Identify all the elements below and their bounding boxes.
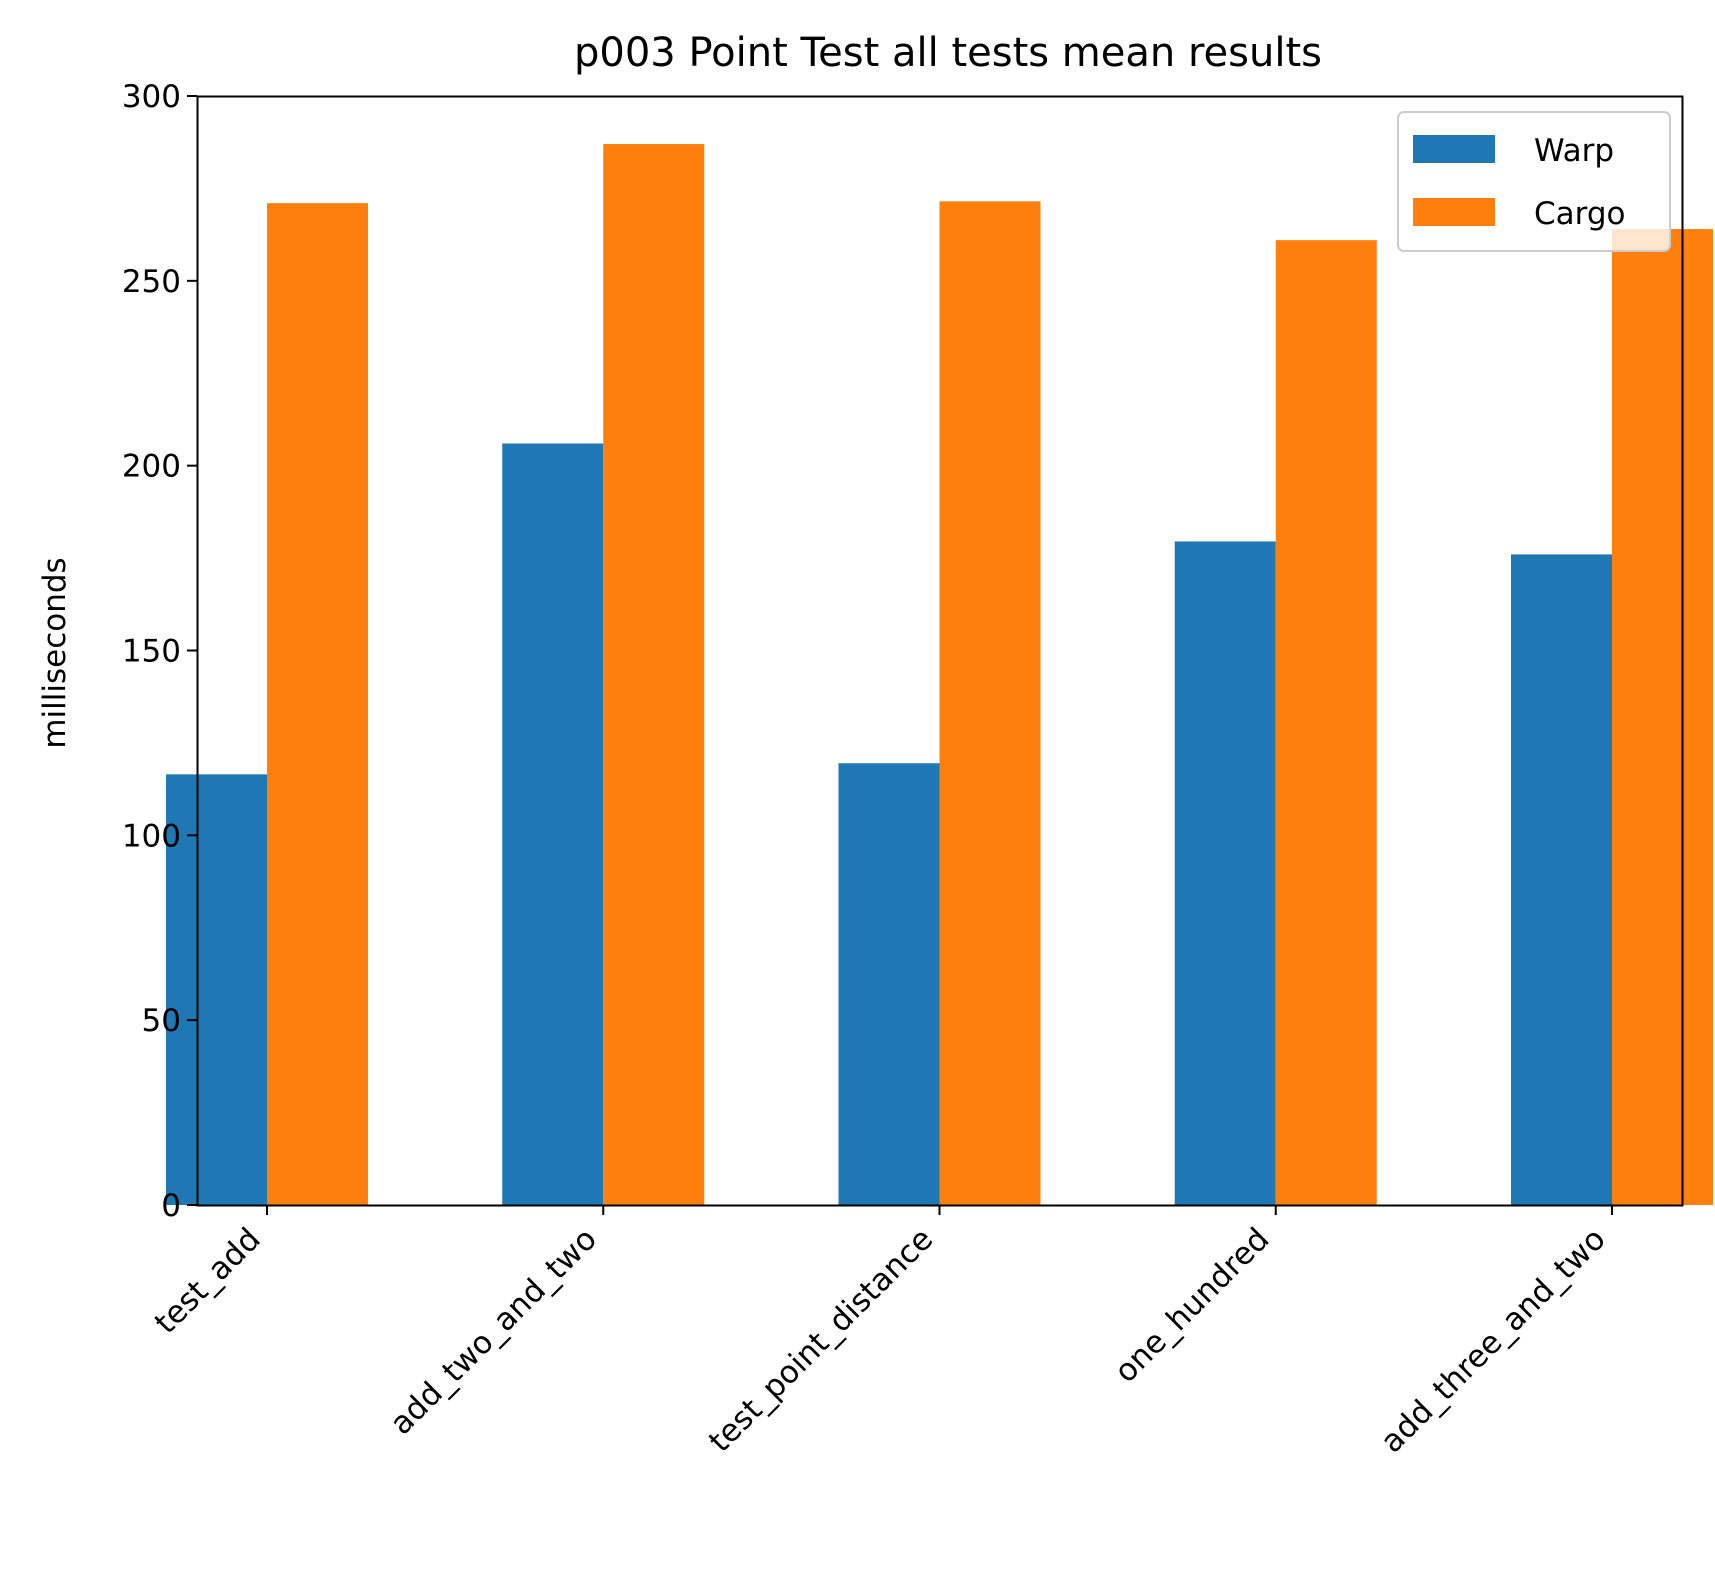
bar-warp-test-point-distance	[838, 763, 940, 1205]
legend-swatch-warp	[1413, 135, 1495, 163]
bar-cargo-test-add	[267, 203, 368, 1205]
legend-label-cargo: Cargo	[1534, 196, 1626, 232]
y-tick-label: 200	[122, 449, 181, 485]
legend-swatch-cargo	[1413, 198, 1495, 226]
bar-warp-add-two-and-two	[502, 443, 604, 1205]
y-axis: 0 50 100 150 200 250 300	[122, 79, 197, 1224]
y-tick-label: 50	[142, 1003, 181, 1039]
bar-warp-test-add	[166, 774, 267, 1205]
y-tick-label: 150	[122, 634, 181, 670]
bar-cargo-add-three-and-two	[1612, 229, 1713, 1205]
y-tick-label: 250	[122, 264, 181, 300]
legend-label-warp: Warp	[1534, 133, 1614, 169]
bar-cargo-one-hundred	[1275, 240, 1377, 1206]
y-tick-label: 100	[122, 818, 181, 854]
chart-title: p003 Point Test all tests mean results	[574, 30, 1322, 76]
bars-group	[166, 144, 1713, 1206]
y-tick-label: 300	[122, 79, 181, 115]
y-axis-label: milliseconds	[37, 557, 73, 748]
bar-cargo-test-point-distance	[939, 201, 1041, 1206]
plot-frame	[196, 95, 1684, 1207]
bar-cargo-add-two-and-two	[603, 144, 705, 1206]
legend: Warp Cargo	[1397, 111, 1671, 252]
bar-warp-one-hundred	[1174, 541, 1276, 1205]
y-tick-label: 0	[161, 1188, 181, 1224]
bar-warp-add-three-and-two	[1511, 554, 1612, 1205]
